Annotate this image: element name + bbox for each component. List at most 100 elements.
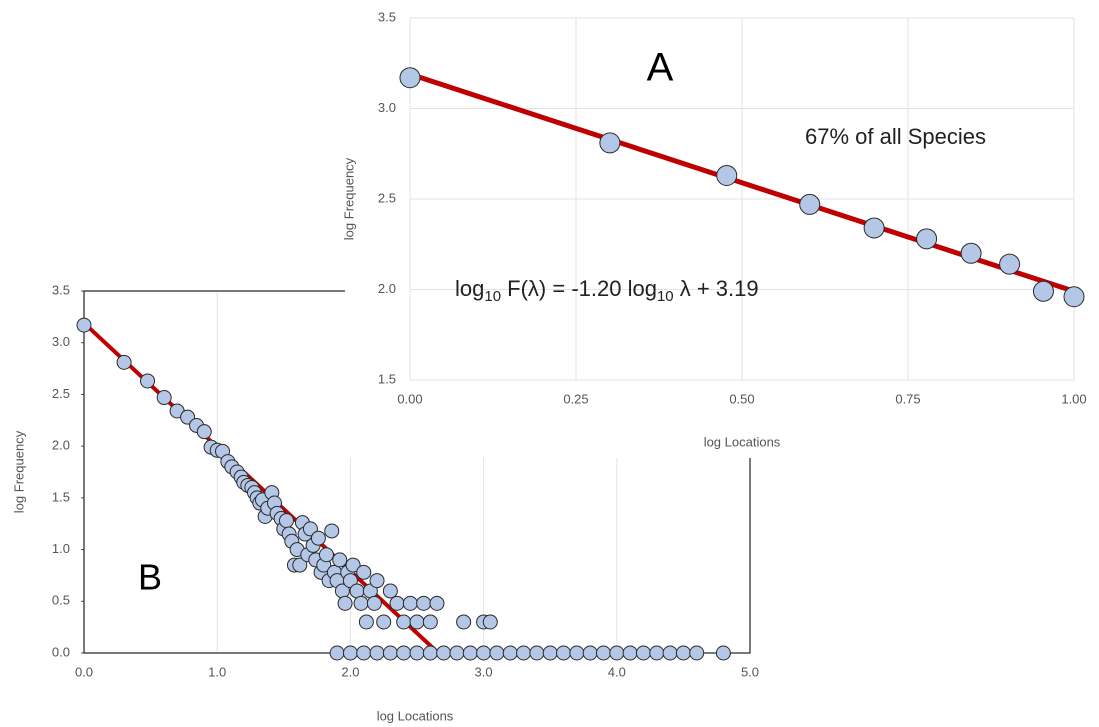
point — [436, 645, 452, 661]
point — [675, 645, 691, 661]
point — [502, 645, 518, 661]
annotation: 67% of all Species — [805, 124, 986, 149]
point — [456, 614, 472, 630]
point — [649, 645, 665, 661]
y-tick-label: 2.0 — [52, 438, 70, 453]
point — [662, 645, 678, 661]
point — [376, 614, 392, 630]
point — [999, 253, 1021, 275]
point — [356, 645, 372, 661]
point — [960, 242, 982, 264]
equation-part: λ + 3.19 — [674, 276, 759, 301]
point — [609, 645, 625, 661]
point — [366, 595, 382, 611]
point — [76, 317, 92, 333]
point — [556, 645, 572, 661]
point — [516, 645, 532, 661]
point — [382, 645, 398, 661]
equation-subscript: 10 — [657, 288, 674, 305]
point — [429, 595, 445, 611]
x-tick-label: 1.00 — [1061, 391, 1086, 406]
y-tick-label: 1.0 — [52, 541, 70, 556]
x-tick-label: 0.00 — [397, 391, 422, 406]
point — [715, 645, 731, 661]
point — [599, 132, 621, 154]
point — [140, 373, 156, 389]
point — [689, 645, 705, 661]
x-tick-label: 1.0 — [208, 664, 226, 679]
x-tick-label: 0.0 — [75, 664, 93, 679]
panel-label: A — [647, 46, 674, 90]
y-tick-label: 3.0 — [52, 334, 70, 349]
point — [402, 595, 418, 611]
point — [369, 645, 385, 661]
point — [399, 67, 421, 89]
point — [422, 645, 438, 661]
point — [416, 595, 432, 611]
chart-B: 0.0 1.0 2.0 3.0 4.0 5.0 0.0 0.5 1.0 1.5 2.0 2.5 3.0 3… — [11, 282, 759, 723]
y-tick-label: 0.0 — [52, 644, 70, 659]
point — [569, 645, 585, 661]
x-tick-label: 4.0 — [608, 664, 626, 679]
point — [916, 228, 938, 250]
equation-subscript: 10 — [484, 288, 501, 305]
y-tick-label: 1.5 — [378, 371, 396, 386]
y-axis-label: log Frequency — [341, 157, 356, 240]
point — [622, 645, 638, 661]
point — [482, 614, 498, 630]
point — [329, 645, 345, 661]
point — [422, 614, 438, 630]
y-tick-label: 3.5 — [378, 9, 396, 24]
point — [382, 583, 398, 599]
y-axis-label: log Frequency — [11, 430, 26, 513]
point — [358, 614, 374, 630]
x-axis-label: log Locations — [704, 434, 781, 449]
point — [799, 193, 821, 215]
point — [389, 595, 405, 611]
y-tick-label: 0.5 — [52, 593, 70, 608]
point — [310, 530, 326, 546]
point — [356, 564, 372, 580]
x-tick-label: 0.25 — [563, 391, 588, 406]
equation-part: F(λ) = -1.20 log — [501, 276, 657, 301]
equation-part: log — [455, 276, 484, 301]
point — [156, 390, 172, 406]
point — [409, 614, 425, 630]
y-tick-label: 2.5 — [378, 190, 396, 205]
point — [337, 595, 353, 611]
point — [716, 164, 738, 186]
x-axis-label: log Locations — [377, 708, 454, 723]
chart-A: 0.00 0.25 0.50 0.75 1.00 1.5 2.0 2.5 3.0 3.5 log L… — [341, 0, 1099, 458]
point — [1063, 286, 1085, 308]
point — [324, 523, 340, 539]
x-tick-label: 3.0 — [475, 664, 493, 679]
point — [635, 645, 651, 661]
y-tick-label: 3.5 — [52, 282, 70, 297]
point — [196, 424, 212, 440]
panel-label: B — [138, 557, 162, 598]
point — [332, 552, 348, 568]
point — [462, 645, 478, 661]
point — [345, 557, 361, 573]
y-tick-label: 3.0 — [378, 100, 396, 115]
point — [489, 645, 505, 661]
point — [116, 354, 132, 370]
y-tick-label: 2.0 — [378, 281, 396, 296]
point — [396, 614, 412, 630]
point — [353, 595, 369, 611]
point — [278, 513, 294, 529]
point — [529, 645, 545, 661]
point — [396, 645, 412, 661]
point — [1032, 280, 1054, 302]
point — [582, 645, 598, 661]
chart-background — [345, 0, 1099, 458]
x-tick-label: 5.0 — [741, 664, 759, 679]
point — [595, 645, 611, 661]
point — [863, 217, 885, 239]
point — [449, 645, 465, 661]
point — [369, 573, 385, 589]
y-tick-label: 2.5 — [52, 386, 70, 401]
x-tick-label: 2.0 — [341, 664, 359, 679]
equation: log10 F(λ) = -1.20 log10 λ + 3.19 — [455, 276, 759, 305]
